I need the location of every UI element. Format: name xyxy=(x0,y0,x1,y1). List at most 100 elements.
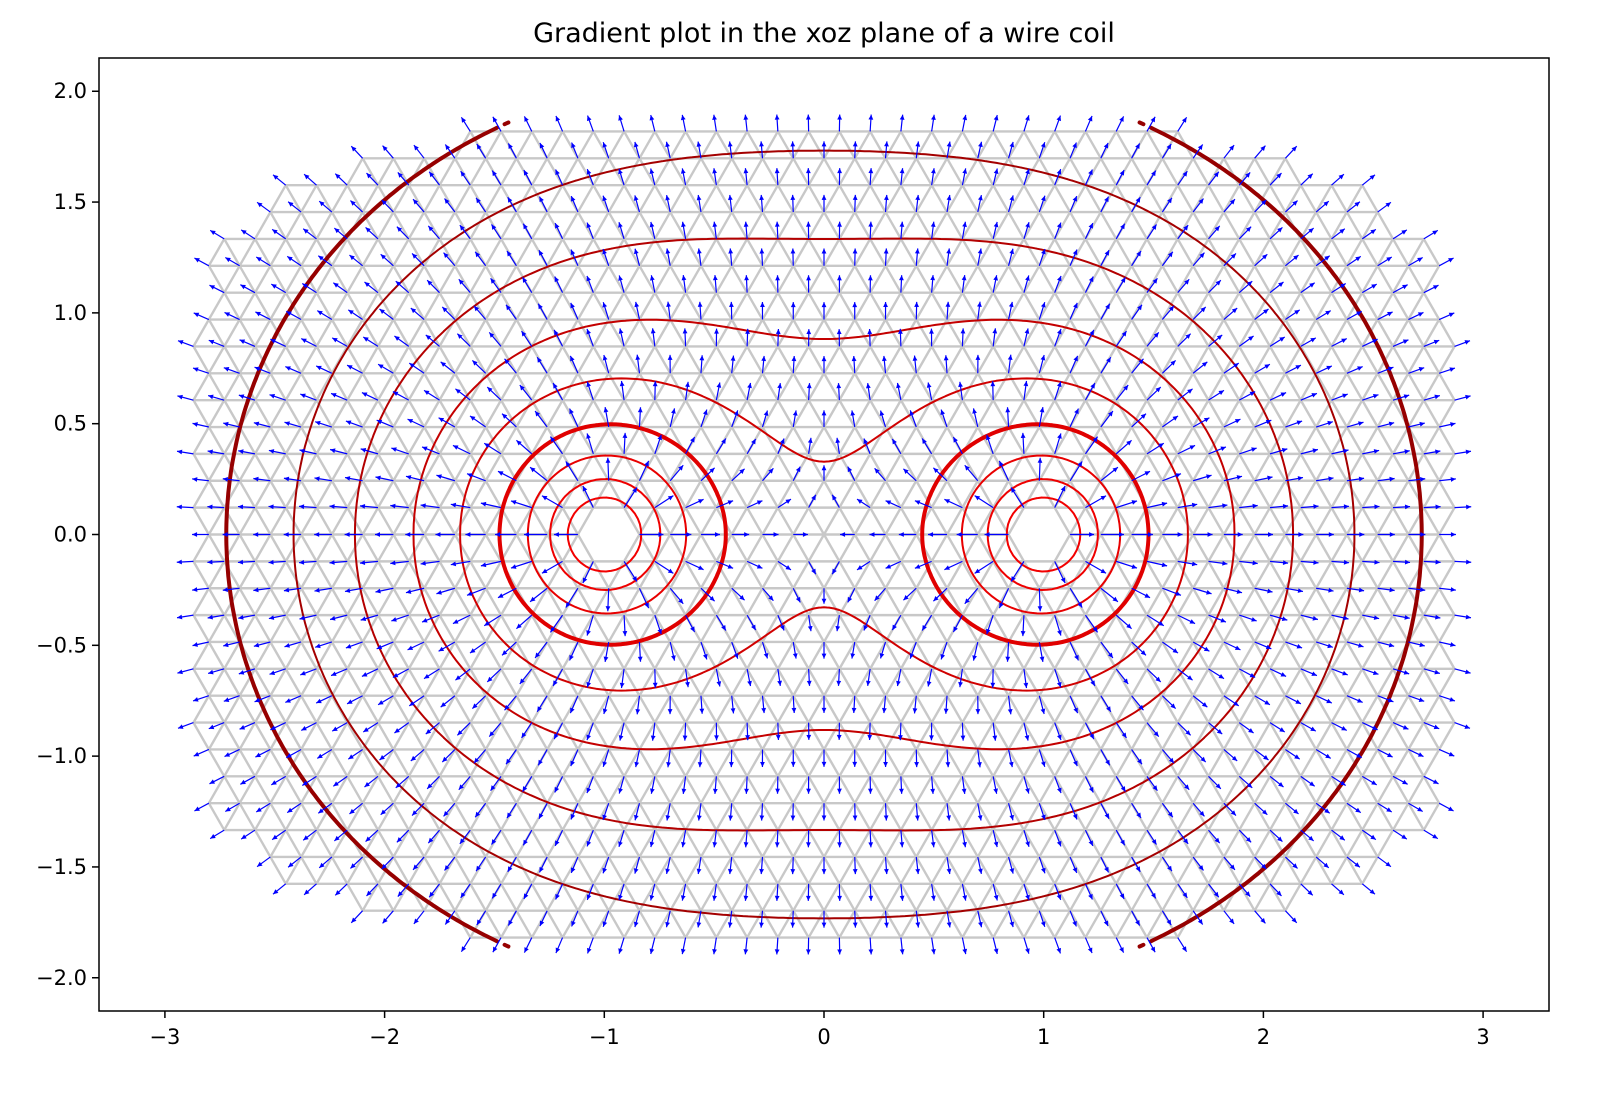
gradient-arrow xyxy=(746,500,763,509)
gradient-arrow xyxy=(1131,587,1151,599)
gradient-arrow xyxy=(569,408,579,428)
mesh-edge xyxy=(392,211,410,240)
gradient-arrow xyxy=(256,856,271,868)
mesh-edge xyxy=(838,345,856,374)
mesh-edge xyxy=(976,614,995,643)
gradient-arrow xyxy=(1208,560,1228,566)
mesh-edge xyxy=(423,426,441,455)
mesh-edge xyxy=(899,345,918,374)
mesh-edge xyxy=(1007,426,1025,455)
mesh-edge xyxy=(930,533,949,562)
gradient-arrow xyxy=(270,775,287,786)
mesh-edge xyxy=(1299,802,1318,831)
mesh-edge xyxy=(253,372,272,401)
gradient-arrow xyxy=(392,668,410,678)
mesh-edge xyxy=(792,426,810,455)
mesh-edge xyxy=(992,533,1010,562)
mesh-edge xyxy=(992,507,1010,536)
gradient-arrow xyxy=(896,668,902,687)
mesh-edge xyxy=(238,238,257,267)
mesh-edge xyxy=(1038,856,1056,885)
mesh-edge xyxy=(1222,856,1241,885)
mesh-edge xyxy=(884,695,902,724)
mesh-edge xyxy=(346,614,364,643)
mesh-edge xyxy=(1299,748,1318,777)
mesh-edge xyxy=(1222,211,1241,240)
gradient-arrow xyxy=(176,504,194,510)
mesh-edge xyxy=(346,426,364,455)
gradient-arrow xyxy=(549,436,564,455)
mesh-edge xyxy=(1299,641,1318,670)
gradient-arrow xyxy=(1361,829,1377,841)
gradient-arrow xyxy=(413,910,425,925)
mesh-edge xyxy=(792,668,810,697)
gradient-arrow xyxy=(407,641,425,651)
mesh-edge xyxy=(792,292,810,321)
mesh-edge xyxy=(838,318,856,347)
gradient-arrow xyxy=(329,448,348,455)
mesh-edge xyxy=(715,802,733,831)
gradient-arrow xyxy=(670,532,692,537)
mesh-edge xyxy=(1315,829,1333,858)
mesh-edge xyxy=(776,184,795,213)
mesh-edge xyxy=(822,668,841,697)
gradient-arrow xyxy=(1254,748,1269,761)
mesh-edge xyxy=(407,292,426,321)
mesh-edge xyxy=(284,560,303,589)
gradient-arrow xyxy=(239,339,256,347)
gradient-arrow xyxy=(538,802,548,820)
mesh-edge xyxy=(623,910,641,939)
mesh-edge xyxy=(300,748,318,777)
mesh-edge xyxy=(253,668,272,697)
mesh-edge xyxy=(1422,372,1441,401)
mesh-edge xyxy=(1053,453,1072,482)
mesh-edge xyxy=(1192,238,1210,267)
gradient-arrow xyxy=(696,248,702,266)
gradient-arrow xyxy=(1269,614,1288,622)
mesh-edge xyxy=(1361,345,1379,374)
gradient-arrow xyxy=(899,830,905,848)
mesh-edge xyxy=(746,775,764,804)
gradient-arrow xyxy=(729,301,734,320)
mesh-edge xyxy=(376,211,395,240)
gradient-arrow xyxy=(1208,279,1222,294)
gradient-arrow xyxy=(1054,937,1062,954)
mesh-edge xyxy=(223,292,241,321)
gradient-arrow xyxy=(1023,829,1030,847)
mesh-edge xyxy=(792,883,810,912)
mesh-edge xyxy=(807,184,826,213)
mesh-edge xyxy=(884,130,902,159)
mesh-edge xyxy=(807,426,826,455)
gradient-arrow xyxy=(541,495,563,509)
mesh-edge xyxy=(1038,748,1056,777)
gradient-arrow xyxy=(491,224,502,240)
mesh-edge xyxy=(515,372,533,401)
gradient-arrow xyxy=(329,560,348,565)
gradient-arrow xyxy=(1346,421,1364,428)
mesh-edge xyxy=(238,507,257,536)
mesh-edge xyxy=(484,130,503,159)
gradient-arrow xyxy=(984,532,1009,537)
mesh-edge xyxy=(899,157,918,186)
gradient-arrow xyxy=(1162,532,1183,537)
mesh-edge xyxy=(1099,265,1118,294)
mesh-edge xyxy=(376,318,395,347)
gradient-arrow xyxy=(728,803,734,821)
gradient-arrow xyxy=(1208,722,1223,735)
mesh-edge xyxy=(638,829,656,858)
mesh-edge xyxy=(469,480,487,509)
mesh-edge xyxy=(838,480,856,509)
mesh-edge xyxy=(1022,211,1041,240)
gradient-arrow xyxy=(869,532,886,537)
mesh-edge xyxy=(699,480,718,509)
gradient-arrow xyxy=(458,278,471,294)
mesh-edge xyxy=(746,533,764,562)
mesh-edge xyxy=(1038,695,1056,724)
mesh-edge xyxy=(484,480,503,509)
gradient-arrow xyxy=(1007,910,1015,928)
mesh-edge xyxy=(1176,345,1195,374)
gradient-arrow xyxy=(697,301,703,320)
mesh-edge xyxy=(1053,856,1072,885)
mesh-edge xyxy=(515,507,533,536)
mesh-edge xyxy=(300,614,318,643)
